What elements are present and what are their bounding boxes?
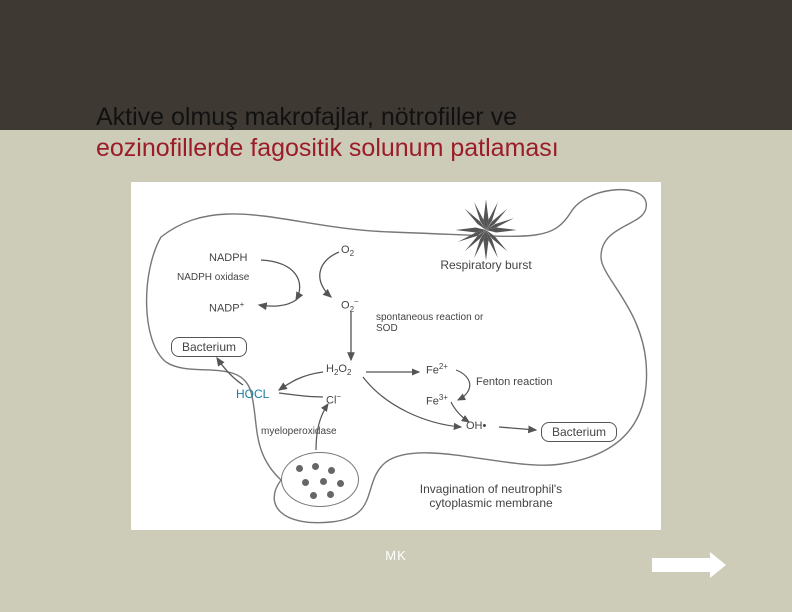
reaction-arrows [131, 182, 661, 530]
next-slide-arrow[interactable] [652, 558, 712, 572]
slide: Aktive olmuş makrofajlar, nötrofiller ve… [0, 0, 792, 612]
title-line-1: Aktive olmuş makrofajlar, nötrofiller ve [96, 103, 517, 131]
title-block: Aktive olmuş makrofajlar, nötrofiller ve… [96, 102, 696, 165]
title-line-2: eozinofillerde fagositik solunum patlama… [96, 134, 559, 162]
respiratory-burst-diagram: Respiratory burst O2 O2− NADPH NADPH oxi… [131, 182, 661, 530]
invagination-label: Invagination of neutrophil's cytoplasmic… [401, 482, 581, 511]
mpo-granule [281, 452, 359, 507]
